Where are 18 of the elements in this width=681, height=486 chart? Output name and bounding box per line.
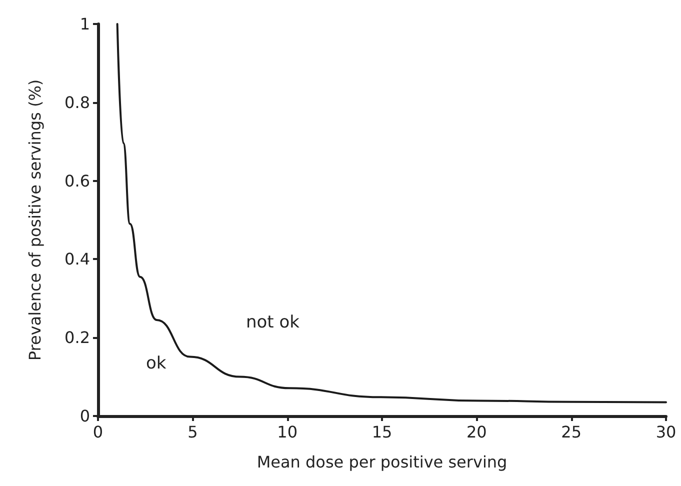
x-tick-label: 30: [656, 422, 676, 442]
y-tick-label: 0.2: [64, 328, 90, 348]
line-series: [116, 23, 667, 404]
y-tick-label: 1: [80, 14, 90, 34]
y-tick-label: 0.8: [64, 92, 90, 112]
x-tick-label: 25: [561, 422, 582, 442]
y-tick-label: 0.4: [64, 250, 90, 269]
x-tick-label: 0: [92, 422, 104, 442]
annotation: not ok: [246, 312, 300, 332]
y-tick-label: 0: [80, 406, 90, 426]
annotation: ok: [146, 354, 166, 374]
x-tick-label: 10: [277, 422, 298, 442]
x-tick-label: 20: [466, 422, 487, 442]
y-axis-title: Prevalence of positive servings (%): [26, 79, 44, 361]
x-tick-label: 5: [188, 422, 198, 442]
y-tick-label: 0.6: [64, 171, 90, 190]
x-axis-title: Mean dose per positive serving: [256, 452, 508, 472]
x-tick-label: 15: [372, 422, 392, 442]
